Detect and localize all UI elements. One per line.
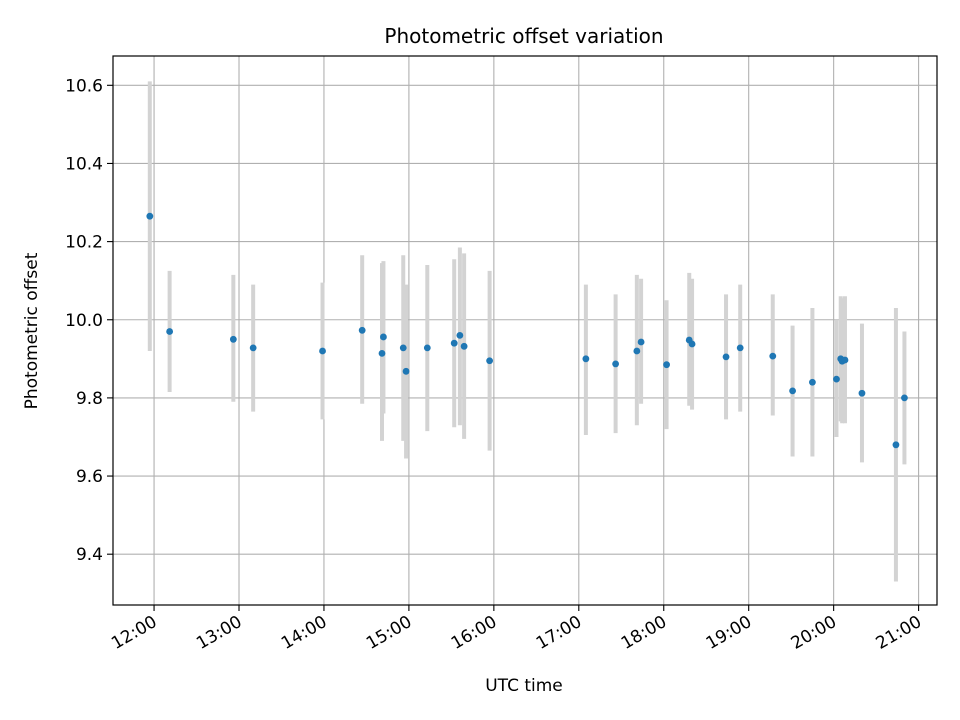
y-tick-label: 10.4 <box>65 154 103 174</box>
data-point <box>789 387 796 395</box>
y-axis-title: Photometric offset <box>22 252 42 409</box>
data-point <box>423 344 431 352</box>
plot-frame <box>112 55 938 606</box>
data-point <box>892 441 900 449</box>
data-points <box>146 212 908 449</box>
data-point <box>460 342 468 350</box>
data-point <box>612 360 620 368</box>
data-point <box>380 333 387 341</box>
data-point <box>146 212 154 220</box>
data-point <box>450 339 458 347</box>
data-point <box>841 356 849 364</box>
data-point <box>166 328 174 335</box>
y-tick-label: 9.8 <box>76 389 103 409</box>
data-point <box>633 347 641 355</box>
y-tick-label: 10.0 <box>65 311 103 331</box>
y-tick-label: 10.6 <box>65 76 103 96</box>
y-tick-label: 9.6 <box>76 467 103 487</box>
data-point <box>663 361 670 369</box>
data-point <box>722 353 730 361</box>
data-point <box>399 344 407 352</box>
y-axis: 9.4 9.6 9.8 10.0 10.2 10.4 10.6 <box>65 76 113 565</box>
data-point <box>769 352 777 360</box>
data-point <box>402 367 410 375</box>
y-tick-label: 10.2 <box>65 233 103 253</box>
data-point <box>688 340 696 348</box>
data-point <box>809 378 816 386</box>
chart-title: Photometric offset variation <box>384 24 663 48</box>
data-point <box>736 344 744 352</box>
y-tick-label: 9.4 <box>76 545 103 565</box>
data-point <box>582 355 590 363</box>
data-point <box>637 338 645 346</box>
data-point <box>319 347 326 355</box>
data-point <box>858 389 866 397</box>
data-point <box>249 344 257 352</box>
grid <box>113 56 937 605</box>
x-axis-title: UTC time <box>485 676 563 696</box>
data-point <box>901 394 908 402</box>
data-point <box>358 326 366 334</box>
data-point <box>456 331 464 339</box>
data-point <box>833 375 840 383</box>
data-point <box>378 349 386 357</box>
data-point <box>486 357 494 365</box>
data-point <box>229 335 237 343</box>
